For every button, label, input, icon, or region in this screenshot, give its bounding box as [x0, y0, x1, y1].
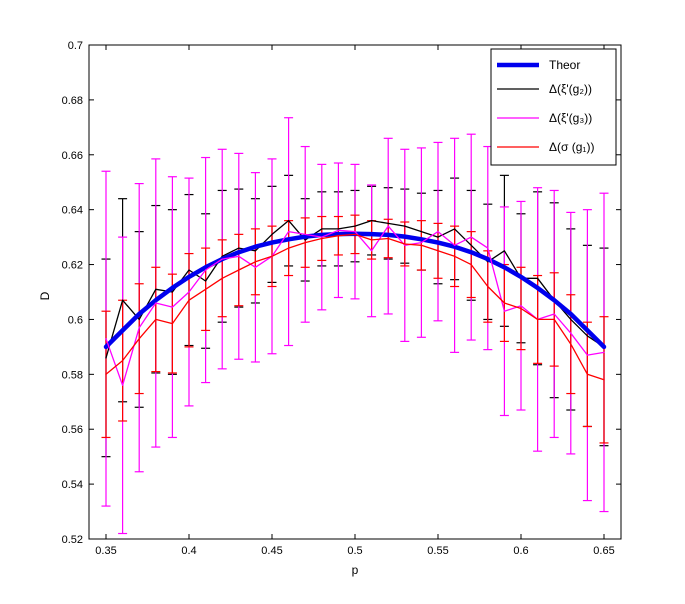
x-tick-label: 0.35: [95, 545, 116, 557]
legend-box: [490, 48, 617, 166]
x-tick-label: 0.55: [427, 545, 448, 557]
y-tick-label: 0.58: [62, 369, 83, 381]
y-tick-label: 0.6: [68, 314, 83, 326]
y-tick-label: 0.64: [62, 205, 83, 217]
x-tick-label: 0.6: [513, 545, 528, 557]
y-tick-label: 0.62: [62, 260, 83, 272]
legend-label-xi-g2: Δ(ξ'(g₂)): [549, 82, 592, 96]
legend-label-theor: Theor: [549, 58, 580, 72]
x-tick-label: 0.65: [593, 545, 614, 557]
x-axis-label: p: [352, 563, 359, 577]
series-line-xi-g3: [105, 225, 605, 386]
legend-label-sigma-g1: Δ(σ (g₁)): [549, 140, 594, 154]
y-tick-label: 0.56: [62, 424, 83, 436]
series-line-sigma-g1: [105, 233, 605, 381]
axes-group: 0.35 0.4 0.45 0.5 0.55 0.6 0.65 0.52 0.54 0.56 0.5…: [62, 40, 621, 557]
x-tick-label: 0.45: [261, 545, 282, 557]
y-tick-label: 0.7: [68, 40, 83, 52]
y-tick-label: 0.52: [62, 534, 83, 546]
legend: Theor Δ(ξ'(g₂)) Δ(ξ'(g₃)) Δ(σ (g₁)): [490, 48, 617, 166]
x-tick-label: 0.4: [181, 545, 196, 557]
y-tick-label: 0.66: [62, 150, 83, 162]
x-tick-label: 0.5: [347, 545, 362, 557]
y-tick-label: 0.54: [62, 479, 83, 491]
y-axis-label: D: [38, 291, 52, 300]
legend-label-xi-g3: Δ(ξ'(g₃)): [549, 111, 592, 125]
series-group: [101, 117, 609, 535]
y-tick-label: 0.68: [62, 95, 83, 107]
